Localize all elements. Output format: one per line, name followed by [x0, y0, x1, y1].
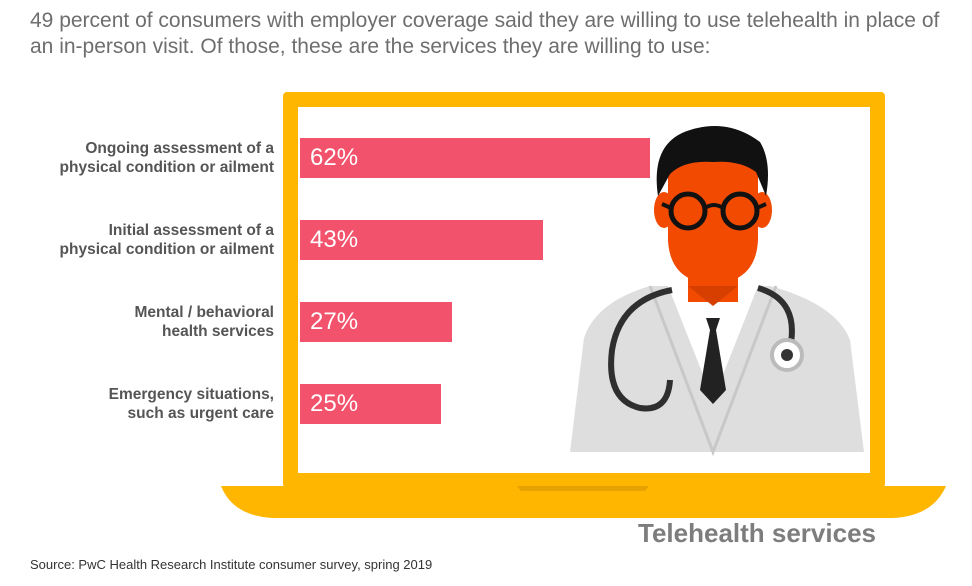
category-label-line: Initial assessment of a: [108, 222, 274, 239]
category-label-line: health services: [161, 323, 274, 340]
category-label-line: physical condition or ailment: [59, 159, 274, 176]
bar-value-label: 62%: [310, 144, 359, 171]
bar: 25%: [300, 384, 442, 424]
source-note: Source: PwC Health Research Institute co…: [30, 557, 433, 572]
bar-value-label: 27%: [310, 308, 359, 335]
category-label-line: Mental / behavioral: [134, 304, 274, 321]
bar: 27%: [300, 302, 453, 342]
category-label-line: Emergency situations,: [108, 386, 274, 403]
chart-subtitle: 49 percent of consumers with employer co…: [30, 9, 940, 58]
category-label-line: such as urgent care: [127, 405, 274, 422]
category-label: Ongoing assessment of a physical conditio…: [20, 139, 274, 177]
category-label: Initial assessment of a physical conditio…: [20, 221, 274, 259]
category-label: Mental / behavioral health services: [20, 303, 274, 341]
laptop-base: [221, 486, 946, 518]
bar-value-label: 43%: [310, 226, 359, 253]
category-label-line: Ongoing assessment of a: [85, 140, 274, 157]
category-label-line: physical condition or ailment: [59, 241, 274, 258]
bar-value-label: 25%: [310, 390, 359, 417]
bar: 62%: [300, 138, 650, 178]
category-label: Emergency situations, such as urgent care: [20, 385, 274, 423]
bar: 43%: [300, 220, 543, 260]
footer-title: Telehealth services: [638, 518, 876, 548]
